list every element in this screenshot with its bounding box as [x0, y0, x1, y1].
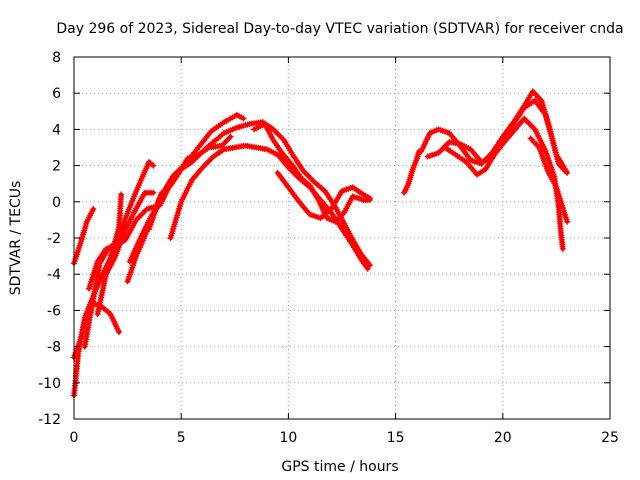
- y-axis: -12 -10 -8 -6 -4 -2 0 2 4 6 8: [38, 50, 610, 428]
- x-tick-label: 15: [387, 430, 405, 446]
- chart-title: Day 296 of 2023, Sidereal Day-to-day VTE…: [56, 21, 623, 37]
- series-track-13: [401, 148, 423, 196]
- series-markers: [81, 158, 157, 350]
- series-line: [528, 136, 570, 224]
- series-track-6: [94, 189, 157, 318]
- series-line: [72, 192, 124, 398]
- x-tick-label: 5: [177, 430, 186, 446]
- series-track-11: [251, 120, 373, 225]
- series-line: [82, 159, 156, 349]
- y-axis-title: SDTVAR / TECUs: [8, 181, 24, 296]
- y-tick-label: 2: [52, 159, 61, 175]
- series-track-1: [71, 206, 97, 267]
- y-tick-label: -10: [38, 376, 61, 392]
- x-tick-label: 20: [494, 430, 512, 446]
- series-layer: [71, 88, 571, 399]
- x-axis: 0 5 10 15 20 25: [70, 57, 619, 446]
- series-line: [147, 120, 372, 268]
- series-track-10: [167, 142, 371, 272]
- x-tick-label: 25: [601, 430, 619, 446]
- y-tick-label: 6: [52, 86, 61, 102]
- series-markers: [401, 148, 423, 196]
- y-tick-label: -2: [47, 231, 61, 247]
- x-tick-label: 0: [70, 430, 79, 446]
- series-markers: [71, 191, 125, 399]
- series-track-17: [527, 135, 571, 225]
- y-tick-label: -4: [47, 267, 61, 283]
- y-tick-label: -8: [47, 340, 61, 356]
- y-tick-label: -12: [38, 412, 61, 428]
- grid: [74, 57, 610, 419]
- series-track-2: [71, 191, 125, 399]
- y-tick-label: 4: [52, 122, 61, 138]
- x-axis-title: GPS time / hours: [281, 459, 398, 475]
- y-tick-label: -6: [47, 303, 61, 319]
- series-markers: [251, 120, 373, 225]
- y-tick-label: 8: [52, 50, 61, 66]
- series-markers: [94, 189, 157, 318]
- series-markers: [274, 169, 373, 222]
- series-markers: [527, 135, 571, 225]
- y-tick-label: 0: [52, 195, 61, 211]
- x-tick-label: 10: [279, 430, 297, 446]
- series-track-5: [81, 158, 157, 350]
- series-markers: [71, 206, 97, 267]
- series-markers: [146, 119, 373, 269]
- series-track-12: [274, 169, 373, 222]
- series-markers: [167, 142, 371, 272]
